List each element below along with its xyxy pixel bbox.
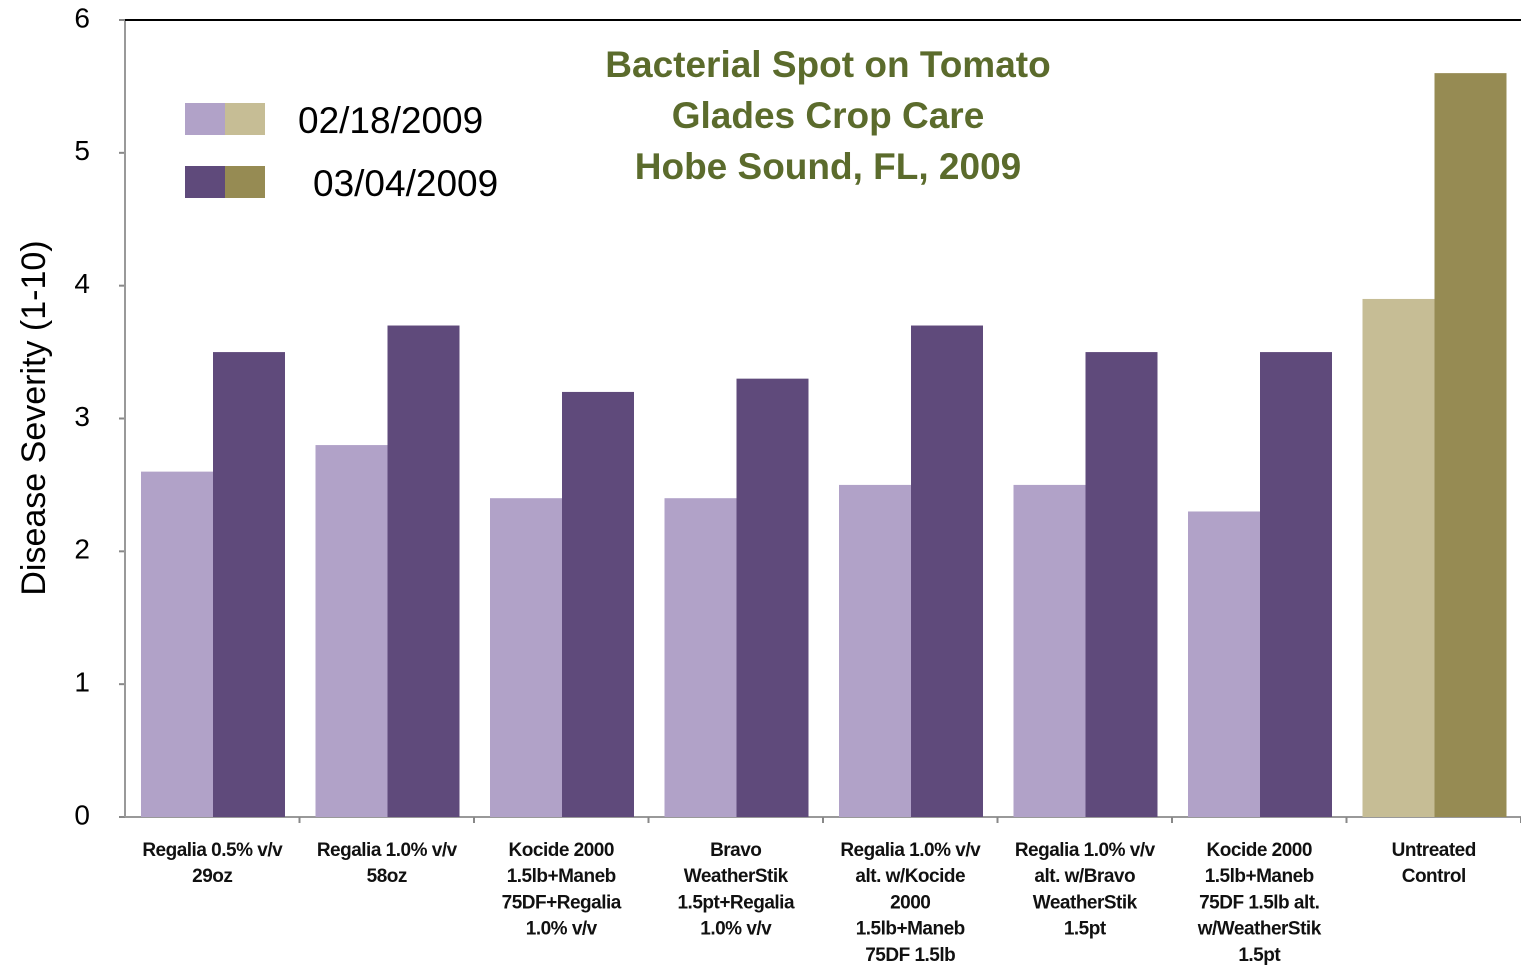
x-tick-label: 1.5pt+Regalia: [677, 892, 794, 913]
x-tick-label: Control: [1402, 866, 1466, 887]
y-tick-label: 2: [74, 534, 90, 565]
x-tick-label: 1.5lb+Maneb: [856, 919, 965, 940]
x-tick-label: 1.0% v/v: [700, 919, 772, 940]
x-tick-label: 2000: [890, 892, 930, 913]
x-tick-label: Kocide 2000: [509, 840, 614, 861]
x-tick-label: 1.0% v/v: [526, 919, 598, 940]
x-tick-label: Bravo: [710, 840, 761, 861]
bar: [839, 484, 911, 817]
legend-label: 03/04/2009: [313, 163, 498, 204]
chart-title: Glades Crop Care: [672, 95, 985, 136]
y-tick-label: 6: [74, 2, 90, 33]
x-tick-label: 75DF 1.5lb: [865, 945, 955, 966]
y-tick-label: 0: [74, 799, 90, 830]
x-tick-label: alt. w/Bravo: [1034, 866, 1135, 887]
bar: [664, 498, 737, 817]
x-tick-label: 75DF 1.5lb alt.: [1199, 892, 1319, 913]
x-tick-label: 1.5lb+Maneb: [1205, 866, 1314, 887]
bar: [1188, 511, 1260, 817]
bar: [141, 471, 213, 817]
x-tick-label: Regalia 1.0% v/v: [1015, 840, 1156, 861]
y-tick-label: 4: [74, 268, 90, 299]
x-tick-label: 1.5pt: [1238, 945, 1281, 966]
bar: [490, 498, 562, 817]
y-axis-label: Disease Severity (1-10): [15, 240, 53, 595]
legend-swatch: [185, 103, 225, 135]
x-tick-label: WeatherStik: [1033, 892, 1138, 913]
x-tick-label: Regalia 1.0% v/v: [840, 840, 981, 861]
x-tick-label: Regalia 1.0% v/v: [317, 840, 458, 861]
x-tick-label: 58oz: [367, 866, 407, 887]
bar: [1085, 352, 1158, 817]
chart-title: Hobe Sound, FL, 2009: [635, 146, 1022, 187]
bar: [1013, 484, 1086, 817]
x-tick-label: 75DF+Regalia: [502, 892, 622, 913]
y-tick-label: 5: [74, 135, 90, 166]
x-tick-label: Untreated: [1392, 840, 1476, 861]
bar: [1260, 352, 1332, 817]
x-tick-label: 29oz: [192, 866, 232, 887]
bar: [315, 445, 388, 817]
bar: [213, 352, 285, 817]
x-tick-label: 1.5lb+Maneb: [507, 866, 616, 887]
y-tick-label: 3: [74, 401, 90, 432]
bar: [387, 325, 460, 817]
x-tick-label: Regalia 0.5% v/v: [142, 840, 283, 861]
y-tick-label: 1: [74, 667, 90, 698]
legend-swatch: [225, 103, 265, 135]
x-tick-label: WeatherStik: [684, 866, 789, 887]
bar: [1434, 73, 1507, 818]
x-tick-label: w/WeatherStik: [1197, 919, 1322, 940]
legend-label: 02/18/2009: [298, 100, 483, 141]
legend-swatch: [225, 166, 265, 198]
chart-title: Bacterial Spot on Tomato: [605, 44, 1050, 85]
bar: [911, 325, 983, 817]
bar: [736, 378, 809, 817]
bar: [562, 391, 634, 817]
x-tick-label: 1.5pt: [1064, 919, 1107, 940]
x-tick-label: Kocide 2000: [1207, 840, 1312, 861]
x-tick-label: alt. w/Kocide: [855, 866, 965, 887]
legend-swatch: [185, 166, 225, 198]
bar: [1362, 298, 1435, 817]
